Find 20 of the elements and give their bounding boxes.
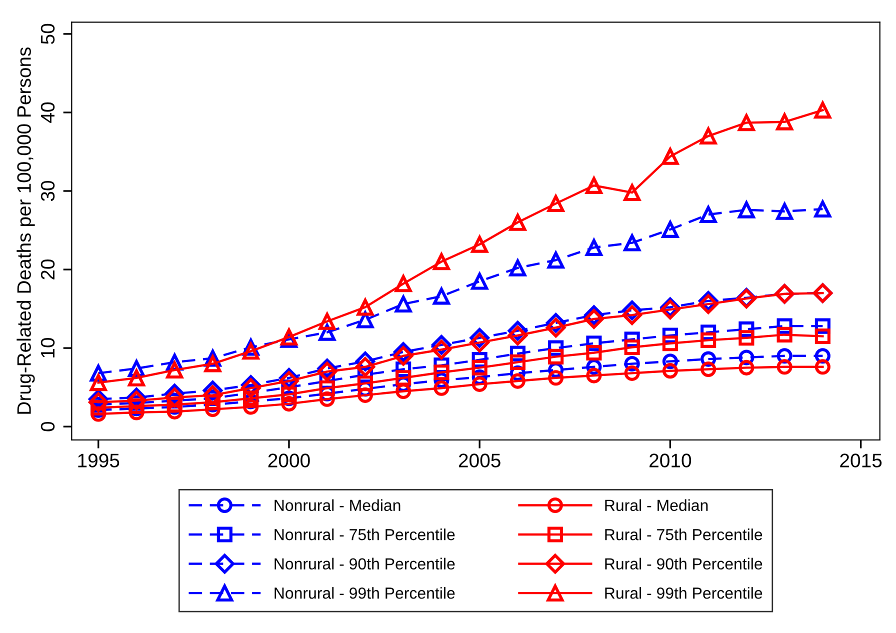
legend-label: Rural - 99th Percentile [605,587,762,599]
legend-label: Nonrural - 75th Percentile [274,528,455,540]
legend-label: Nonrural - Median [274,499,400,512]
x-tick-label: 2000 [268,454,310,468]
legend-label: Rural - 90th Percentile [605,558,762,570]
x-tick-label: 2015 [840,454,882,468]
x-tick-label: 1995 [78,454,120,468]
legend-label: Nonrural - 90th Percentile [274,558,455,570]
legend-label: Rural - 75th Percentile [605,528,762,540]
y-axis-title: Drug-Related Deaths per 100,000 Persons [16,47,35,414]
x-tick-label: 2005 [458,454,500,468]
y-tick-label: 50 [40,24,55,44]
y-tick-label: 40 [40,102,55,123]
y-tick-label: 20 [40,259,55,280]
legend-label: Rural - Median [605,499,708,512]
y-tick-label: 0 [40,422,55,432]
legend-label: Nonrural - 99th Percentile [274,587,455,599]
y-tick-label: 10 [40,338,55,358]
x-tick-label: 2010 [650,454,692,468]
y-tick-label: 30 [40,180,55,202]
